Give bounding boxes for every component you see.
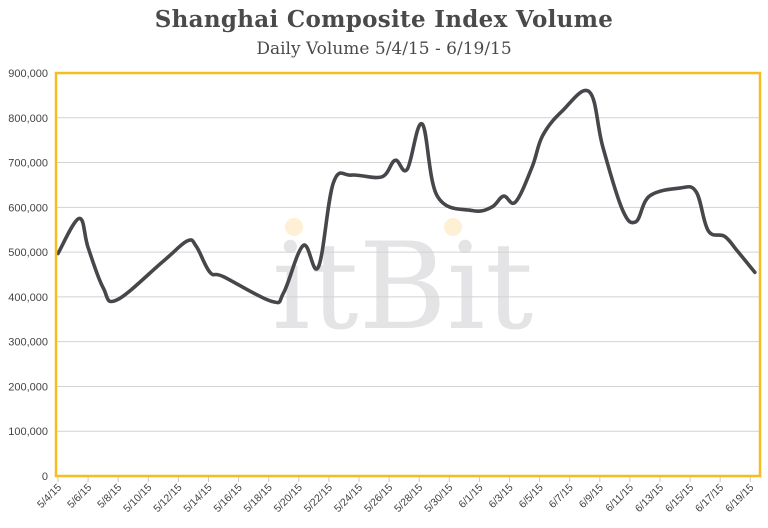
x-tick-label: 6/17/15 (693, 482, 726, 515)
x-tick-label: 6/5/15 (517, 482, 546, 511)
y-tick-label: 600,000 (8, 202, 48, 214)
x-tick-label: 6/3/15 (486, 482, 515, 511)
x-tick-label: 5/26/15 (362, 482, 395, 515)
y-axis: 0 100,000 200,000 300,000 400,000 500,000 600,… (8, 68, 48, 483)
x-tick-label: 6/7/15 (547, 482, 576, 511)
x-tick-label: 5/20/15 (272, 482, 305, 515)
chart-subtitle: Daily Volume 5/4/15 - 6/19/15 (256, 39, 512, 59)
x-tick-label: 5/30/15 (422, 482, 455, 515)
y-tick-label: 400,000 (8, 292, 48, 304)
x-tick-label: 6/19/15 (723, 482, 756, 515)
x-tick-label: 5/18/15 (242, 482, 275, 515)
x-tick-label: 6/11/15 (603, 482, 636, 515)
plot-frame (54, 71, 762, 478)
y-tick-label: 500,000 (8, 247, 48, 259)
x-tick-label: 5/10/15 (121, 482, 154, 515)
x-tick-label: 5/24/15 (332, 482, 365, 515)
volume-line (56, 88, 757, 305)
y-tick-label: 800,000 (8, 113, 48, 125)
y-tick-label: 900,000 (8, 68, 48, 80)
y-tick-label: 300,000 (8, 337, 48, 349)
x-tick-label: 6/9/15 (577, 482, 606, 511)
x-axis: 5/4/15 5/6/15 5/8/155/10/155/12/155/14/155… (35, 477, 757, 515)
y-tick-label: 700,000 (8, 158, 48, 170)
x-tick-label: 5/6/15 (65, 482, 94, 511)
y-tick-label: 100,000 (8, 426, 48, 438)
watermark-logo: itBit (272, 218, 533, 357)
x-tick-label: 5/22/15 (302, 482, 335, 515)
y-tick-label: 0 (42, 471, 48, 483)
x-tick-label: 5/12/15 (151, 482, 184, 515)
x-tick-label: 5/14/15 (181, 482, 214, 515)
x-tick-label: 5/16/15 (211, 482, 244, 515)
y-tick-label: 200,000 (8, 381, 48, 393)
x-tick-label: 6/13/15 (633, 482, 666, 515)
x-tick-label: 6/1/15 (456, 482, 485, 511)
chart-title: Shanghai Composite Index Volume (154, 6, 614, 33)
x-tick-label: 5/28/15 (392, 482, 425, 515)
x-tick-label: 5/4/15 (35, 482, 64, 511)
watermark-text: itBit (272, 218, 533, 357)
x-tick-label: 6/15/15 (663, 482, 696, 515)
